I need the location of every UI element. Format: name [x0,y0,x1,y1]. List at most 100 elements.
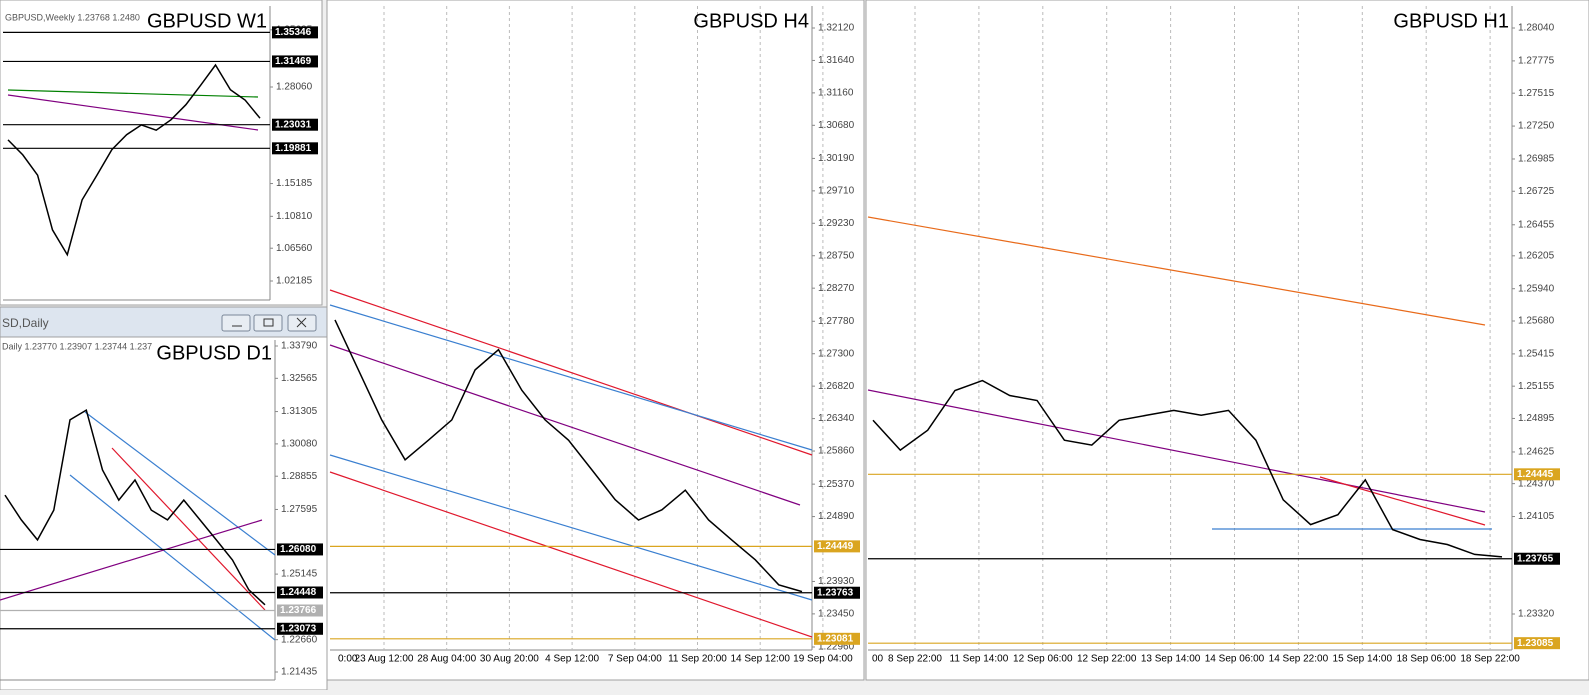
y-tick-label: 1.24625 [1518,447,1555,458]
x-tick-label: 11 Sep 14:00 [950,654,1009,665]
y-tick-label: 1.28750 [818,250,855,261]
chart-header: GBPUSD,Weekly 1.23768 1.2480 [5,12,140,22]
y-tick-label: 1.26820 [818,381,855,392]
maximize-button[interactable] [253,314,283,332]
y-tick-label: 1.32120 [818,23,855,34]
minimize-button[interactable] [221,314,251,332]
y-tick-label: 1.23930 [818,576,855,587]
y-tick-label: 1.26985 [1518,154,1555,165]
window-frame [865,0,1589,681]
x-tick-label: 18 Sep 22:00 [1460,654,1520,665]
price-label: 1.24445 [1517,469,1554,480]
price-label: 1.35346 [275,27,312,38]
chart-header: Daily 1.23770 1.23907 1.23744 1.237 [2,341,152,351]
price-label-box [277,543,323,556]
y-tick-label: 1.27300 [818,348,855,359]
x-tick-label: 12 Sep 06:00 [1013,654,1073,665]
price-line [7,63,261,257]
y-tick-label: 1.02185 [276,276,313,287]
price-label: 1.23765 [1517,553,1554,564]
price-line [334,319,803,593]
y-tick-label: 1.25680 [1518,316,1555,327]
indicator-line [84,411,276,556]
y-tick-label: 1.28270 [818,283,855,294]
y-tick-label: 1.31305 [281,406,318,417]
y-tick-label: 1.33790 [281,341,318,352]
price-label-box [272,55,318,68]
price-label-box [1514,552,1560,565]
y-tick-label: 1.27595 [281,504,318,515]
y-tick-label: 1.06560 [276,243,313,254]
price-label: 1.23766 [280,605,317,616]
y-tick-label: 1.28855 [281,471,318,482]
price-label: 1.23031 [275,119,312,130]
y-tick-label: 1.22660 [281,634,318,645]
x-tick-label: 8 Sep 22:00 [888,654,942,665]
price-label-box [1514,468,1560,481]
chart-window: 00 8 Sep 22:00 11 Sep 14:00 12 Sep 06:00 12 … [865,0,1589,681]
x-tick-label: 00 [872,654,884,665]
y-tick-label: 1.25145 [281,569,318,580]
price-label-box [277,586,323,599]
y-tick-label: 1.30190 [818,153,855,164]
y-tick-label: 1.24105 [1518,511,1555,522]
x-tick-label: 14 Sep 06:00 [1205,654,1265,665]
chart-window: 1.356851.280601.151851.108101.065601.021… [0,0,323,306]
indicator-line [111,447,266,611]
price-label: 1.24449 [817,541,854,552]
indicator-line [329,289,813,456]
y-tick-label: 1.25415 [1518,349,1555,360]
y-tick-label: 1.25370 [818,479,855,490]
y-tick-label: 1.22960 [818,642,855,653]
y-tick-label: 1.27515 [1518,88,1555,99]
window-frame [326,0,865,681]
indicator-line [329,471,813,638]
y-tick-label: 1.29710 [818,185,855,196]
y-tick-label: 1.26725 [1518,186,1555,197]
x-tick-label: 11 Sep 20:00 [668,654,727,665]
x-tick-label: 0:00 [338,654,358,665]
price-label: 1.23085 [1517,638,1554,649]
price-label: 1.31469 [275,56,312,67]
price-label: 1.23763 [817,587,854,598]
y-tick-label: 1.24370 [1518,478,1555,489]
x-tick-label: 18 Sep 06:00 [1396,654,1456,665]
y-tick-label: 1.28060 [276,82,313,93]
y-tick-label: 1.32565 [281,373,318,384]
x-tick-label: 7 Sep 04:00 [608,654,662,665]
price-label: 1.24448 [280,587,317,598]
icon [296,317,307,328]
y-tick-label: 1.26340 [818,413,855,424]
x-tick-label: 14 Sep 22:00 [1269,654,1329,665]
x-tick-label: 4 Sep 12:00 [545,654,599,665]
window-frame [0,0,323,306]
indicator-line [867,216,1486,326]
y-tick-label: 1.23320 [1518,609,1555,620]
icon [263,318,274,327]
indicator-line [329,344,801,506]
x-tick-label: 14 Sep 12:00 [730,654,790,665]
indicator-line [1319,476,1486,526]
window-frame [0,306,328,691]
window-title: SD,Daily [2,316,49,330]
y-tick-label: 1.31640 [818,55,855,66]
y-tick-label: 1.29230 [818,218,855,229]
indicator-line [0,519,263,601]
x-tick-label: 12 Sep 22:00 [1077,654,1137,665]
price-label-box [814,586,860,599]
indicator-line [7,89,259,98]
y-tick-label: 1.15185 [276,178,313,189]
price-label: 1.23073 [280,623,317,634]
x-tick-label: 19 Sep 04:00 [793,654,853,665]
x-tick-label: 15 Sep 14:00 [1333,654,1393,665]
y-tick-label: 1.30680 [818,120,855,131]
price-label-box [277,622,323,635]
y-tick-label: 1.25155 [1518,381,1555,392]
y-tick-label: 1.21435 [281,667,318,678]
x-tick-label: 28 Aug 04:00 [417,654,476,665]
y-tick-label: 1.24895 [1518,413,1555,424]
y-tick-label: 1.25860 [818,446,855,457]
price-label: 1.26080 [280,544,317,555]
